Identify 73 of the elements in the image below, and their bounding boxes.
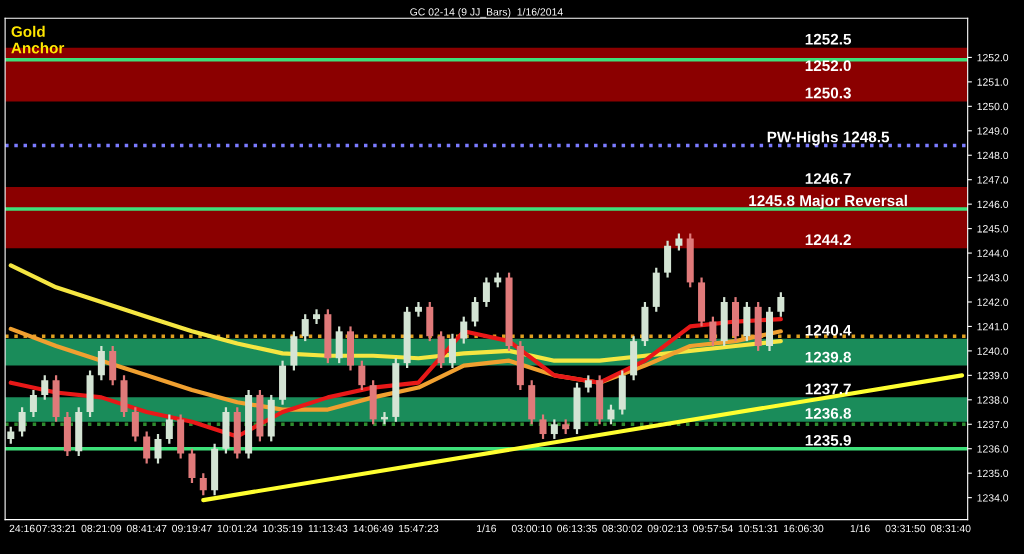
x-tick-label: 10:01:24 bbox=[217, 524, 258, 533]
annotation: Gold Anchor bbox=[11, 25, 65, 54]
annotation: 1237.7 bbox=[805, 383, 851, 395]
annotation: PW-Highs 1248.5 bbox=[767, 131, 890, 146]
y-tick-label: 1245.0 bbox=[977, 225, 1009, 233]
annotation: 1244.2 bbox=[805, 234, 851, 246]
annotation: 1239.8 bbox=[805, 351, 852, 363]
annotation: 1245.8 Major Reversal bbox=[749, 194, 907, 210]
candlestick bbox=[18, 406, 26, 438]
annotation: 1252.0 bbox=[805, 60, 851, 72]
y-tick-label: 1241.0 bbox=[977, 322, 1009, 331]
candlestick bbox=[550, 418, 558, 441]
candlestick bbox=[607, 403, 615, 426]
y-tick-label: 1250.0 bbox=[977, 102, 1009, 111]
y-tick-label: 1244.0 bbox=[977, 249, 1009, 257]
x-tick-label: 07:33:21 bbox=[36, 524, 76, 533]
x-tick-label: 24:16 bbox=[9, 524, 35, 533]
y-tick-label: 1234.0 bbox=[977, 494, 1009, 502]
y-tick-label: 1246.0 bbox=[977, 200, 1009, 209]
candlestick bbox=[414, 300, 422, 318]
x-tick-label: 15:47:23 bbox=[398, 524, 439, 533]
candlestick bbox=[199, 472, 207, 497]
candlestick bbox=[471, 295, 479, 328]
candlestick bbox=[482, 276, 490, 308]
candlestick bbox=[29, 388, 37, 419]
candlestick bbox=[709, 315, 717, 348]
x-tick-label: 14:06:49 bbox=[353, 524, 393, 533]
x-tick-label: 1/16 bbox=[850, 524, 870, 533]
annotation: 1236.8 bbox=[805, 407, 852, 419]
y-tick-label: 1251.0 bbox=[977, 78, 1009, 86]
annotation: 1235.9 bbox=[805, 434, 851, 446]
annotation: 1250.3 bbox=[805, 87, 851, 99]
y-tick-label: 1249.0 bbox=[977, 127, 1009, 135]
candlestick bbox=[460, 315, 468, 345]
candlestick bbox=[539, 413, 547, 441]
y-tick-label: 1242.0 bbox=[977, 298, 1009, 306]
x-tick-label: 06:13:35 bbox=[557, 524, 597, 533]
candlestick bbox=[313, 308, 321, 326]
y-tick-label: 1247.0 bbox=[977, 176, 1009, 184]
x-tick-label: 09:57:54 bbox=[693, 524, 733, 533]
candlestick bbox=[165, 413, 173, 445]
y-tick-label: 1248.0 bbox=[977, 151, 1009, 160]
annotation: 1246.7 bbox=[805, 173, 851, 185]
y-tick-label: 1239.0 bbox=[977, 371, 1009, 380]
y-tick-label: 1238.0 bbox=[977, 396, 1009, 404]
x-tick-label: 09:19:47 bbox=[172, 524, 212, 533]
candlestick bbox=[154, 432, 162, 465]
y-tick-label: 1235.0 bbox=[977, 469, 1009, 478]
y-tick-label: 1237.0 bbox=[977, 420, 1009, 429]
x-tick-label: 16:06:30 bbox=[784, 524, 824, 533]
x-tick-label: 08:31:40 bbox=[930, 524, 971, 533]
x-tick-label: 10:35:19 bbox=[263, 524, 303, 533]
annotation: 1240.4 bbox=[805, 324, 852, 336]
y-tick-label: 1252.0 bbox=[977, 53, 1009, 62]
chart-title: GC 02-14 (9 JJ_Bars) 1/16/2014 bbox=[410, 7, 563, 18]
y-tick-label: 1236.0 bbox=[977, 445, 1009, 453]
candlestick bbox=[777, 291, 785, 318]
y-tick-label: 1243.0 bbox=[977, 274, 1009, 282]
x-tick-label: 1/16 bbox=[477, 524, 497, 533]
candlestick bbox=[41, 374, 49, 401]
candlestick bbox=[301, 313, 309, 343]
x-tick-label: 11:13:43 bbox=[308, 524, 348, 533]
x-tick-label: 08:21:09 bbox=[81, 524, 122, 533]
x-tick-label: 10:51:31 bbox=[738, 524, 778, 533]
y-tick-label: 1240.0 bbox=[977, 347, 1009, 355]
x-tick-label: 09:02:13 bbox=[647, 524, 688, 533]
annotation: 1252.5 bbox=[805, 33, 852, 45]
x-tick-label: 03:31:50 bbox=[885, 524, 926, 533]
candlestick bbox=[143, 430, 151, 465]
candlestick bbox=[358, 359, 366, 392]
x-tick-label: 08:41:47 bbox=[126, 524, 167, 533]
x-tick-label: 03:00:10 bbox=[511, 524, 552, 533]
x-tick-label: 08:30:02 bbox=[602, 524, 643, 533]
